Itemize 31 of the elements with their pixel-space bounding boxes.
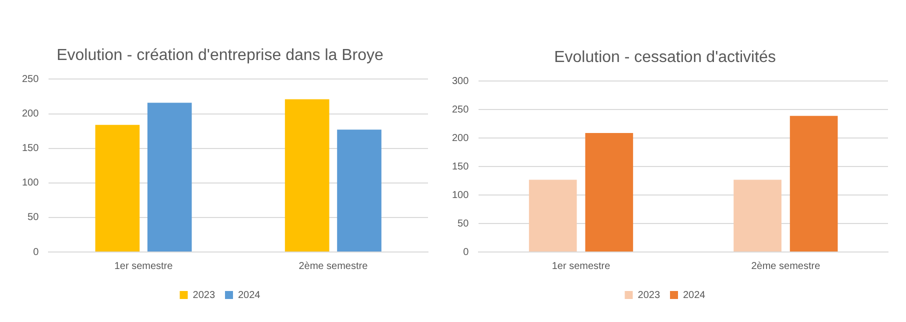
bar bbox=[790, 116, 838, 252]
bar bbox=[734, 180, 782, 252]
legend-label: 2023 bbox=[192, 290, 216, 301]
bar bbox=[585, 133, 634, 252]
bar bbox=[95, 124, 140, 252]
x-tick-label: 1er semestre bbox=[114, 260, 174, 272]
legend-label: 2024 bbox=[238, 290, 261, 301]
y-tick-label: 0 bbox=[463, 246, 470, 258]
y-tick-label: 250 bbox=[22, 74, 40, 85]
legend-label: 2024 bbox=[683, 290, 706, 301]
bar bbox=[284, 99, 330, 252]
x-tick-label: 1er semestre bbox=[552, 260, 611, 272]
bar bbox=[337, 130, 382, 252]
y-tick-label: 250 bbox=[452, 104, 470, 116]
y-tick-label: 200 bbox=[22, 108, 40, 120]
y-tick-label: 50 bbox=[28, 212, 40, 224]
legend-label: 2023 bbox=[638, 290, 660, 301]
y-tick-label: 100 bbox=[22, 178, 40, 189]
x-tick-label: 2ème semestre bbox=[751, 260, 821, 272]
y-tick-label: 200 bbox=[452, 132, 470, 144]
chart-title: Evolution - création d'entreprise dans la Broye bbox=[56, 47, 384, 64]
x-tick-label: 2ème semestre bbox=[298, 260, 368, 272]
y-tick-label: 50 bbox=[458, 218, 470, 230]
y-tick-label: 150 bbox=[452, 161, 470, 172]
bar bbox=[147, 102, 192, 252]
chart-title: Evolution - cessation d'activités bbox=[554, 49, 776, 66]
y-tick-label: 0 bbox=[33, 246, 40, 258]
y-tick-label: 150 bbox=[22, 143, 40, 154]
y-tick-label: 100 bbox=[452, 190, 470, 201]
y-tick-label: 300 bbox=[452, 76, 470, 87]
bar bbox=[528, 180, 577, 252]
